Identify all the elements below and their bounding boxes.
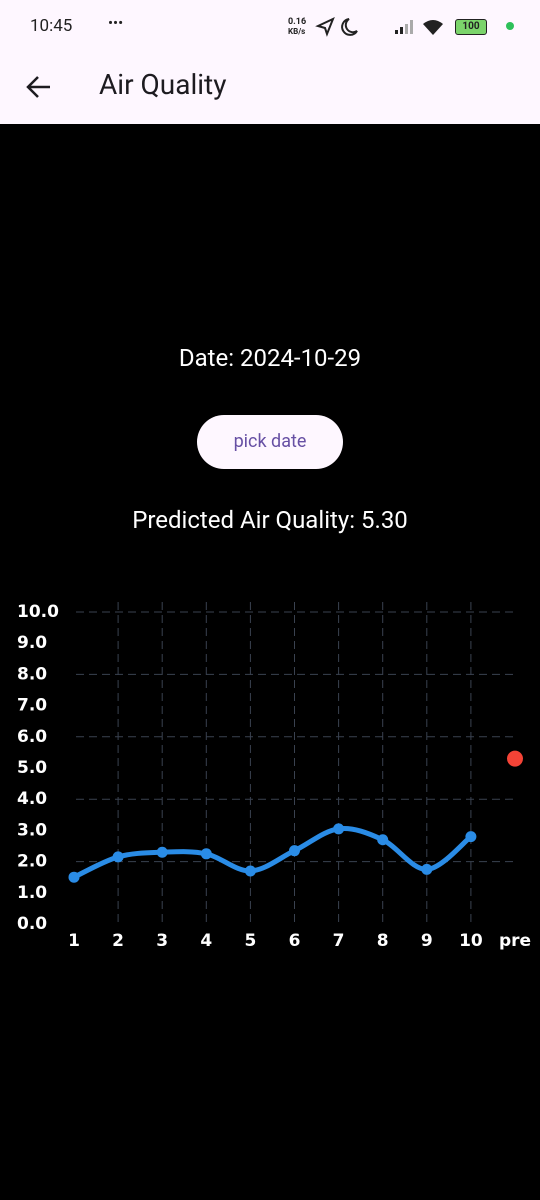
date-label: Date: 2024-10-29 (178, 344, 362, 372)
x-tick-label: 10 (459, 931, 483, 951)
y-tick-label: 0.0 (17, 914, 47, 934)
y-tick-label: 8.0 (17, 664, 47, 684)
point (465, 831, 477, 843)
x-tick-label: 3 (156, 931, 168, 951)
x-tick-label: 8 (377, 931, 389, 951)
app-title: Air Quality (99, 68, 227, 101)
point (244, 865, 256, 877)
status-icons (315, 17, 443, 37)
y-tick-label: 5.0 (17, 758, 47, 778)
status-bar: 10:45 ••• 0.16 KB/s 100 (0, 0, 540, 52)
x-tick-label: 6 (289, 931, 301, 951)
x-tick-label: 4 (200, 931, 212, 951)
y-tick-label: 2.0 (17, 852, 47, 872)
y-tick-label: 7.0 (17, 696, 47, 716)
x-tick-label: 7 (333, 931, 345, 951)
x-tick-label: 1 (68, 931, 80, 951)
back-button[interactable] (26, 74, 52, 100)
x-tick-label: 9 (421, 931, 433, 951)
point (377, 834, 389, 846)
more-icon: ••• (108, 14, 124, 32)
point (68, 871, 80, 883)
point (112, 851, 124, 863)
y-tick-label: 6.0 (17, 727, 47, 747)
y-tick-label: 3.0 (17, 820, 47, 840)
dot (506, 22, 514, 30)
net-speed-unit: KB/s (288, 27, 306, 36)
battery: 100 (455, 19, 487, 35)
line (71, 826, 474, 880)
point (156, 846, 168, 858)
pick-date-button[interactable]: pick date (197, 415, 343, 469)
point (333, 823, 345, 835)
y-tick-label: 4.0 (17, 789, 47, 809)
point (200, 848, 212, 860)
clock: 10:45 (30, 16, 73, 36)
point (507, 750, 523, 767)
y-tick-label: 1.0 (17, 883, 47, 903)
prediction-label: Predicted Air Quality: 5.30 (132, 506, 408, 534)
x-tick-label: 5 (244, 931, 256, 951)
net-speed: 0.16 (288, 17, 307, 27)
y-tick-label: 9.0 (17, 633, 47, 653)
x-tick-label: pre (499, 931, 531, 951)
point (421, 863, 433, 875)
app-bar: Air Quality (0, 52, 540, 124)
y-tick-label: 10.0 (17, 602, 59, 622)
x-tick-label: 2 (112, 931, 124, 951)
point (289, 845, 300, 857)
